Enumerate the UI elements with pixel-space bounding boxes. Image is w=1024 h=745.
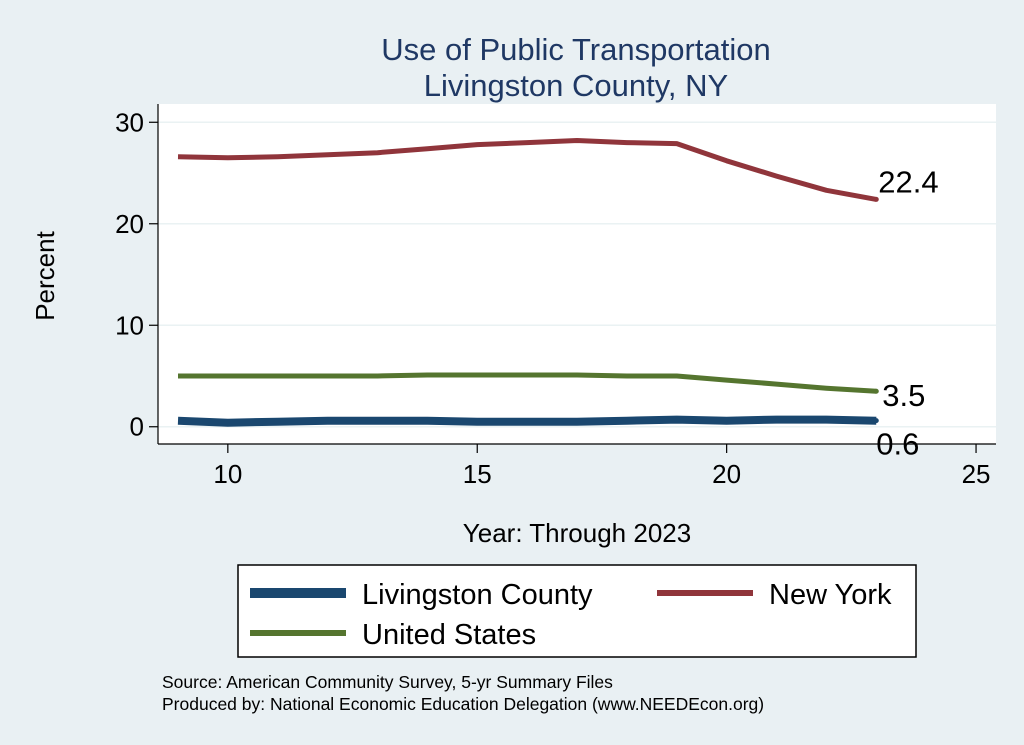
series-lines — [177, 138, 879, 427]
data-label-livingston-county: 0.6 — [876, 427, 919, 462]
data-labels: 3.5 0.6 22.4 — [876, 164, 938, 461]
series-line-new-york — [177, 138, 877, 202]
data-label-new-york: 22.4 — [878, 164, 938, 199]
chart-title-line-1: Use of Public Transportation — [381, 32, 770, 67]
y-tick-label: 30 — [115, 107, 144, 137]
legend: Livingston County New York United States — [237, 564, 917, 658]
legend-label-livingston-county: Livingston County — [362, 579, 593, 611]
series-endpoint-united-states — [873, 388, 879, 394]
series-endpoint-livingston-county — [873, 418, 879, 424]
data-label-united-states: 3.5 — [882, 378, 925, 413]
producer-note: Produced by: National Economic Education… — [162, 694, 764, 714]
chart-title-line-2: Livingston County, NY — [424, 68, 728, 103]
legend-box — [237, 564, 917, 658]
axes: 0 10 20 30 10 15 20 25 — [115, 104, 996, 489]
source-note: Source: American Community Survey, 5-yr … — [162, 672, 613, 692]
x-tick-label: 10 — [213, 459, 242, 489]
plot-area — [158, 104, 996, 444]
x-tick-label: 15 — [463, 459, 492, 489]
legend-label-new-york: New York — [769, 579, 892, 611]
legend-label-united-states: United States — [362, 619, 536, 651]
x-axis-title: Year: Through 2023 — [463, 518, 691, 548]
x-tick-label: 20 — [712, 459, 741, 489]
series-endpoint-new-york — [873, 196, 879, 202]
y-tick-label: 10 — [115, 310, 144, 340]
y-tick-label: 20 — [115, 209, 144, 239]
x-tick-label: 25 — [962, 459, 991, 489]
y-tick-label: 0 — [130, 412, 144, 442]
series-line-united-states — [178, 372, 877, 394]
y-axis-title: Percent — [30, 230, 60, 320]
gridlines — [158, 121, 996, 428]
series-line-livingston-county — [177, 415, 877, 427]
